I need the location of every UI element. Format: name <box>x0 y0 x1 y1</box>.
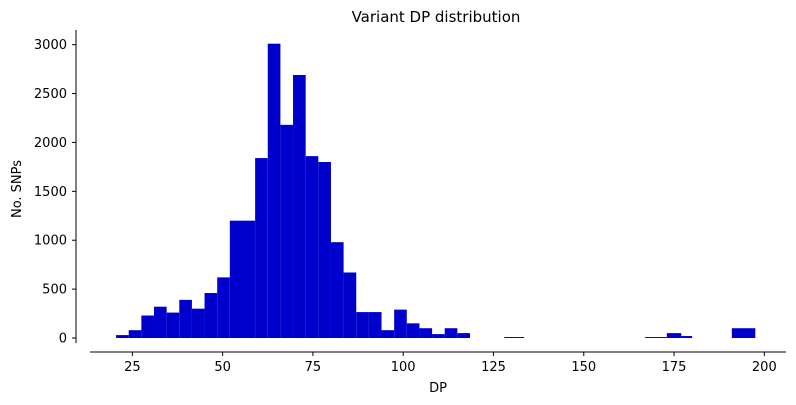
axes <box>75 30 786 353</box>
x-tick-label-3: 100 <box>391 360 416 375</box>
histogram-bar-19 <box>356 312 369 338</box>
histogram-bar-0 <box>116 335 129 338</box>
histogram-bar-26 <box>444 328 458 338</box>
x-tick-label-1: 50 <box>214 360 231 375</box>
histogram-bar-25 <box>432 334 445 338</box>
histogram-bar-1 <box>128 330 142 338</box>
histogram-bar-21 <box>381 330 395 338</box>
y-ticks: 0 500 1000 1500 2000 2500 3000 <box>34 38 76 347</box>
y-tick-label-5: 2500 <box>34 87 67 102</box>
x-tick-label-5: 150 <box>571 360 596 375</box>
histogram-bars <box>116 43 756 338</box>
histogram-bar-11 <box>255 158 268 338</box>
histogram-bar-4 <box>166 312 180 338</box>
chart-title: Variant DP distribution <box>352 8 521 26</box>
x-tick-label-0: 25 <box>124 360 141 375</box>
histogram-bar-6 <box>191 308 205 338</box>
x-tick-label-2: 75 <box>305 360 322 375</box>
histogram-bar-8 <box>217 277 230 338</box>
histogram-bar-5 <box>179 299 192 338</box>
x-axis-label: DP <box>429 381 447 396</box>
x-tick-label-4: 125 <box>481 360 506 375</box>
histogram-bar-10 <box>242 220 256 338</box>
histogram-bar-28 <box>504 337 525 338</box>
histogram-bar-27 <box>457 333 470 338</box>
histogram-bar-22 <box>394 309 407 338</box>
y-tick-label-3: 1500 <box>34 185 67 200</box>
histogram-bar-32 <box>731 328 756 338</box>
x-tick-label-6: 175 <box>662 360 687 375</box>
histogram-bar-29 <box>645 337 667 338</box>
histogram-bar-7 <box>204 293 218 338</box>
histogram-bar-12 <box>267 43 281 338</box>
histogram-bar-17 <box>330 242 344 338</box>
y-tick-label-4: 2000 <box>34 136 67 151</box>
histogram-bar-23 <box>406 323 420 338</box>
y-tick-label-2: 1000 <box>34 234 67 249</box>
histogram-bar-24 <box>419 328 433 338</box>
histogram-bar-18 <box>343 272 357 338</box>
y-tick-label-1: 500 <box>42 283 67 298</box>
histogram-bar-2 <box>141 315 155 338</box>
histogram-bar-3 <box>154 306 167 338</box>
histogram-bar-14 <box>293 74 306 338</box>
histogram-bar-13 <box>280 124 294 338</box>
y-tick-label-0: 0 <box>59 332 67 347</box>
y-axis-label: No. SNPs <box>10 160 25 218</box>
histogram-bar-9 <box>229 220 243 338</box>
x-tick-label-7: 200 <box>752 360 777 375</box>
x-ticks: 25 50 75 100 125 150 175 200 <box>124 352 777 375</box>
y-tick-label-6: 3000 <box>34 38 67 53</box>
histogram-bar-15 <box>305 156 319 338</box>
histogram-bar-30 <box>666 333 682 338</box>
histogram-bar-20 <box>368 312 382 338</box>
histogram-bar-16 <box>318 162 331 338</box>
histogram-bar-31 <box>681 336 693 338</box>
